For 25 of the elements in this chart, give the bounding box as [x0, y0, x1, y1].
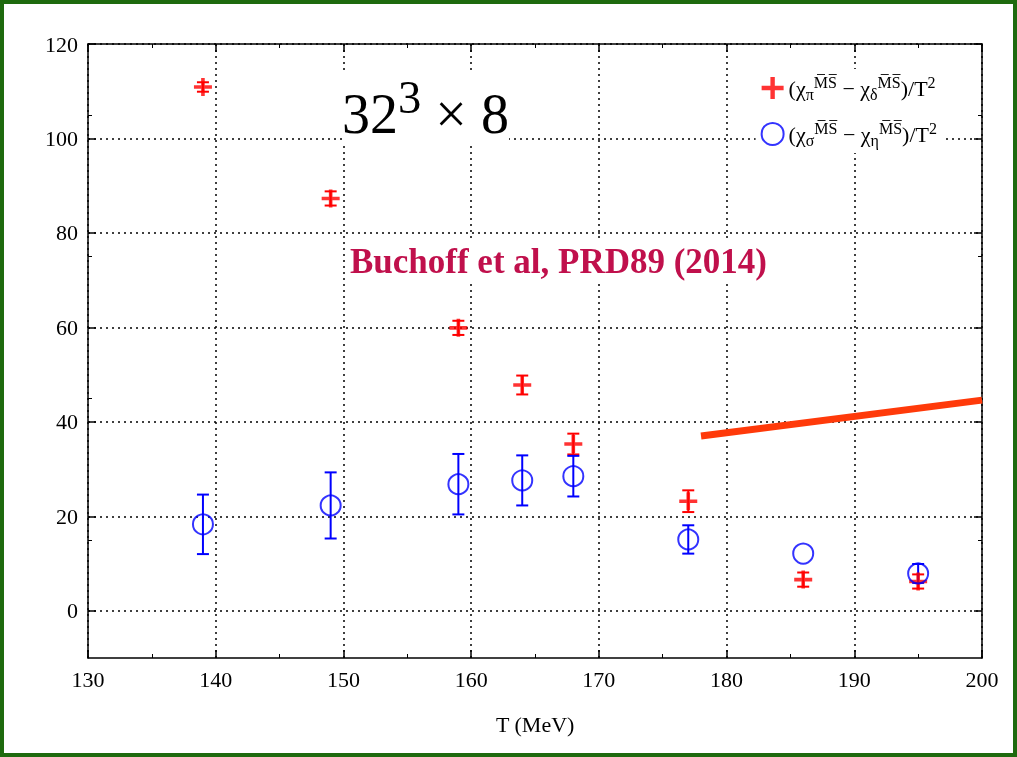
- x-tick-label: 140: [199, 666, 233, 692]
- y-tick-label: 80: [56, 220, 78, 246]
- x-axis-title: T (MeV): [496, 712, 575, 738]
- x-tick-label: 170: [582, 666, 616, 692]
- y-tick-label: 120: [45, 31, 78, 57]
- point: [792, 542, 815, 565]
- x-tick-label: 150: [326, 666, 360, 692]
- annotation: Buchoff et al, PRD89 (2014): [350, 242, 768, 282]
- x-tick-label: 160: [454, 666, 488, 692]
- point: [511, 469, 534, 492]
- point: [319, 494, 342, 517]
- x-tick-label: 180: [710, 666, 744, 692]
- point: [562, 465, 585, 488]
- point: [193, 77, 212, 96]
- annotation: 32$^{3}$ × 8: [342, 70, 509, 146]
- y-tick-label: 20: [56, 503, 78, 529]
- x-tick-label: 200: [965, 666, 999, 692]
- y-tick-label: 60: [56, 314, 78, 340]
- y-tick-label: 0: [67, 598, 78, 624]
- y-tick-label: 100: [45, 125, 78, 151]
- x-tick-label: 130: [71, 666, 105, 692]
- point: [191, 513, 214, 536]
- y-tick-label: 40: [56, 409, 78, 435]
- x-tick-label: 190: [837, 666, 871, 692]
- point: [447, 473, 470, 496]
